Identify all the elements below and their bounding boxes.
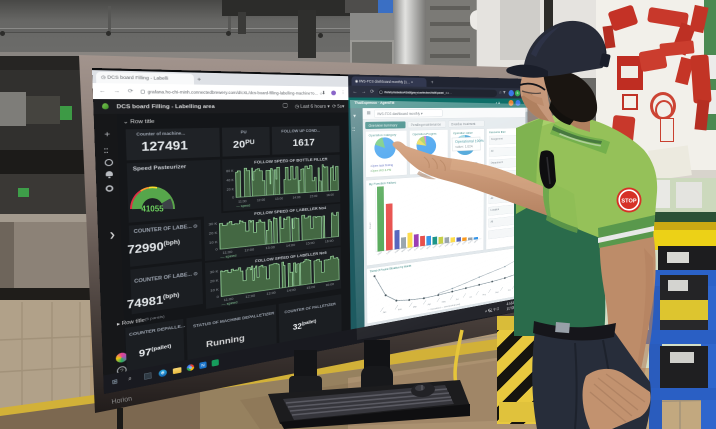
svg-text:15:00: 15:00 (306, 285, 315, 290)
svg-text:16:00: 16:00 (325, 282, 334, 286)
svg-text:0: 0 (217, 295, 220, 299)
svg-text:10 K: 10 K (210, 288, 219, 293)
svg-text:STOP: STOP (621, 199, 636, 205)
svg-text:— speed: — speed (221, 300, 238, 306)
svg-text:11:00: 11:00 (238, 199, 247, 203)
svg-text:Horion: Horion (111, 395, 133, 405)
svg-text:0: 0 (232, 195, 235, 199)
svg-text:30 K: 30 K (210, 270, 219, 275)
svg-text:60 K: 60 K (226, 169, 234, 173)
svg-text:20 K: 20 K (227, 187, 235, 191)
svg-text:13:00: 13:00 (265, 245, 275, 249)
svg-text:13:00: 13:00 (275, 196, 284, 200)
svg-text:14:00: 14:00 (287, 288, 297, 293)
svg-text:12:00: 12:00 (244, 248, 254, 253)
svg-text:0: 0 (215, 248, 218, 252)
svg-text:13:00: 13:00 (266, 291, 276, 296)
svg-text:12:00: 12:00 (245, 294, 255, 299)
svg-text:30 K: 30 K (209, 222, 218, 226)
svg-text:12:00: 12:00 (257, 198, 266, 202)
svg-text:16:00: 16:00 (326, 193, 334, 197)
svg-text:10 K: 10 K (209, 240, 218, 244)
svg-text:15:00: 15:00 (306, 241, 315, 245)
svg-text:20 K: 20 K (209, 231, 218, 235)
svg-text:11:00: 11:00 (223, 250, 233, 255)
svg-text:16:00: 16:00 (325, 239, 334, 243)
svg-text:11:00: 11:00 (224, 297, 234, 302)
svg-text:— speed: — speed (236, 203, 250, 208)
svg-text:— speed: — speed (220, 254, 237, 259)
svg-text:14:00: 14:00 (286, 243, 296, 247)
svg-text:14:00: 14:00 (293, 195, 302, 199)
svg-text:20 K: 20 K (210, 279, 219, 284)
svg-text:15:00: 15:00 (310, 194, 318, 198)
svg-text:40 K: 40 K (226, 178, 234, 182)
svg-text:41055: 41055 (141, 205, 164, 214)
